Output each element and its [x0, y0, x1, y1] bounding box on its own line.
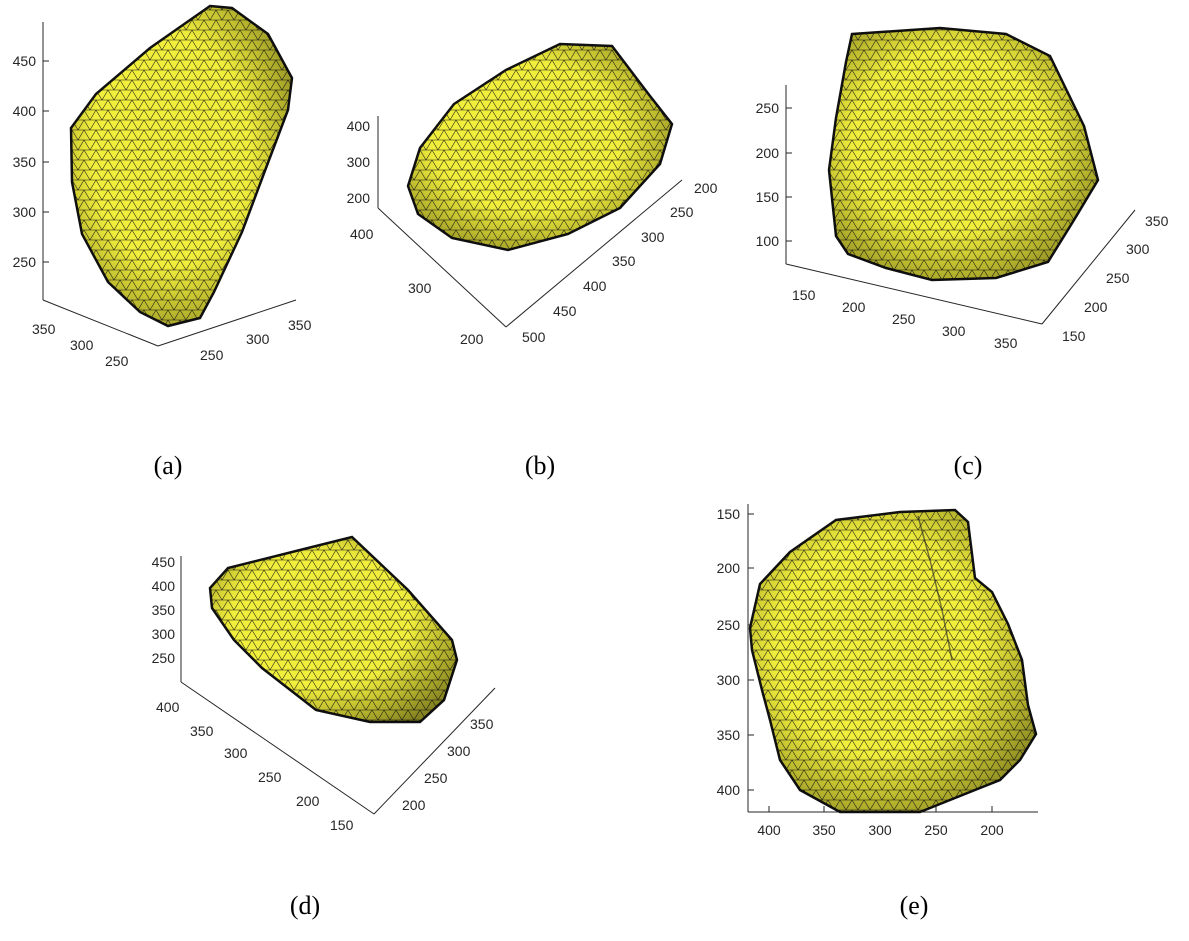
x-tick-label: 200 — [980, 822, 1004, 838]
x-tick-label: 300 — [224, 745, 248, 761]
panel-a-y-ticks: 250 300 350 — [200, 317, 312, 363]
panel-d-y-ticks: 350 300 250 200 — [402, 716, 494, 813]
z-tick-label: 200 — [756, 145, 780, 161]
x-tick-label: 300 — [868, 822, 892, 838]
y-tick-label: 300 — [246, 331, 270, 347]
panel-c-shading — [829, 28, 1098, 280]
y-tick-label: 450 — [553, 303, 577, 319]
z-tick-label: 250 — [152, 650, 176, 666]
panel-d-axes — [180, 556, 496, 815]
z-tick-label: 350 — [152, 602, 176, 618]
panel-e-y-ticks: 150 200 250 300 350 400 — [717, 506, 741, 798]
z-tick-label: 150 — [756, 189, 780, 205]
panel-b-y-ticks: 200 250 300 350 400 450 500 — [522, 180, 718, 345]
z-tick-label: 200 — [347, 190, 371, 206]
z-tick-label: 400 — [347, 118, 371, 134]
z-tick-label: 100 — [756, 233, 780, 249]
panel-d-z-ticks: 450 400 350 300 250 — [152, 554, 176, 666]
x-tick-label: 250 — [924, 822, 948, 838]
y-tick-label: 300 — [641, 229, 665, 245]
y-tick-label: 350 — [288, 317, 312, 333]
y-tick-label: 300 — [1126, 241, 1150, 257]
y-tick-label: 500 — [522, 329, 546, 345]
x-tick-label: 400 — [757, 822, 781, 838]
x-tick-label: 300 — [408, 280, 432, 296]
x-tick-label: 350 — [32, 321, 56, 337]
z-tick-label: 250 — [13, 254, 37, 270]
panel-c: 250 200 150 100 150 200 250 300 350 350 … — [756, 26, 1169, 480]
x-tick-label: 400 — [156, 699, 180, 715]
panel-b-x-ticks: 400 300 200 — [350, 226, 484, 347]
z-tick-label: 450 — [13, 53, 37, 69]
panel-c-x-ticks: 150 200 250 300 350 — [792, 287, 1018, 351]
x-tick-label: 350 — [812, 822, 836, 838]
x-tick-label: 200 — [296, 793, 320, 809]
panel-b-z-ticks: 400 300 200 — [347, 118, 371, 206]
x-tick-label: 200 — [842, 299, 866, 315]
x-tick-label: 150 — [792, 287, 816, 303]
z-tick-label: 300 — [13, 204, 37, 220]
x-tick-label: 250 — [105, 353, 129, 369]
x-tick-label: 200 — [460, 331, 484, 347]
panel-d-x-ticks: 400 350 300 250 200 150 — [156, 699, 354, 833]
panel-c-z-ticks: 250 200 150 100 — [756, 100, 780, 249]
y-tick-label: 250 — [717, 617, 741, 633]
panel-b-caption: (b) — [525, 451, 555, 480]
x-tick-label: 350 — [190, 723, 214, 739]
y-tick-label: 250 — [670, 204, 694, 220]
panel-c-y-ticks: 350 300 250 200 150 — [1062, 213, 1169, 344]
panel-a-z-ticks: 450 400 350 300 250 — [13, 53, 37, 270]
z-tick-label: 250 — [756, 100, 780, 116]
x-tick-label: 300 — [942, 323, 966, 339]
y-tick-label: 200 — [1084, 299, 1108, 315]
panel-a: 450 400 350 300 250 350 300 250 250 300 … — [13, 4, 312, 480]
y-tick-label: 350 — [717, 727, 741, 743]
y-tick-label: 350 — [1145, 213, 1169, 229]
panel-d: 450 400 350 300 250 400 350 300 250 200 … — [152, 535, 496, 920]
y-tick-label: 150 — [717, 506, 741, 522]
panel-c-axes — [785, 85, 1136, 325]
y-tick-label: 200 — [694, 180, 718, 196]
panel-a-x-ticks: 350 300 250 — [32, 321, 129, 369]
z-tick-label: 450 — [152, 554, 176, 570]
panel-e-shading — [750, 510, 1036, 812]
panel-d-shading — [210, 537, 457, 722]
panel-b: 400 300 200 400 300 200 200 250 300 350 … — [347, 42, 718, 480]
panel-b-shading — [408, 44, 672, 250]
panel-c-caption: (c) — [954, 451, 983, 480]
z-tick-label: 400 — [13, 103, 37, 119]
panel-e-caption: (e) — [900, 891, 929, 920]
z-tick-label: 350 — [13, 154, 37, 170]
z-tick-label: 400 — [152, 578, 176, 594]
x-tick-label: 250 — [892, 311, 916, 327]
y-tick-label: 400 — [717, 782, 741, 798]
z-tick-label: 300 — [347, 154, 371, 170]
panel-e: 150 200 250 300 350 400 400 350 300 250 … — [717, 504, 1038, 920]
y-tick-label: 300 — [717, 672, 741, 688]
y-tick-label: 350 — [470, 716, 494, 732]
y-tick-label: 200 — [717, 560, 741, 576]
x-tick-label: 300 — [70, 337, 94, 353]
y-tick-label: 350 — [612, 253, 636, 269]
panel-a-shading — [71, 6, 292, 326]
y-tick-label: 200 — [402, 797, 426, 813]
x-tick-label: 400 — [350, 226, 374, 242]
y-tick-label: 150 — [1062, 328, 1086, 344]
y-tick-label: 250 — [200, 347, 224, 363]
x-tick-label: 250 — [258, 769, 282, 785]
y-tick-label: 300 — [447, 743, 471, 759]
x-tick-label: 150 — [330, 817, 354, 833]
y-tick-label: 250 — [1106, 270, 1130, 286]
panel-a-axes — [42, 22, 297, 347]
y-tick-label: 400 — [583, 278, 607, 294]
panel-e-x-ticks: 400 350 300 250 200 — [757, 822, 1004, 838]
y-tick-label: 250 — [424, 770, 448, 786]
panel-d-caption: (d) — [290, 891, 320, 920]
panel-b-axes — [377, 116, 683, 328]
panel-e-ridge — [917, 515, 953, 661]
z-tick-label: 300 — [152, 626, 176, 642]
panel-a-caption: (a) — [154, 451, 183, 480]
x-tick-label: 350 — [994, 335, 1018, 351]
